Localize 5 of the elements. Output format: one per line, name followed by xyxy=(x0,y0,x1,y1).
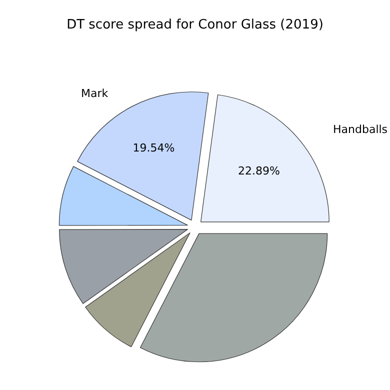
data-label: 19.54% xyxy=(132,142,175,155)
slice-label: Handballs xyxy=(333,123,388,136)
slice-label: Mark xyxy=(81,87,109,100)
data-label: 22.89% xyxy=(238,164,280,178)
chart-title: DT score spread for Conor Glass (2019) xyxy=(66,18,324,33)
